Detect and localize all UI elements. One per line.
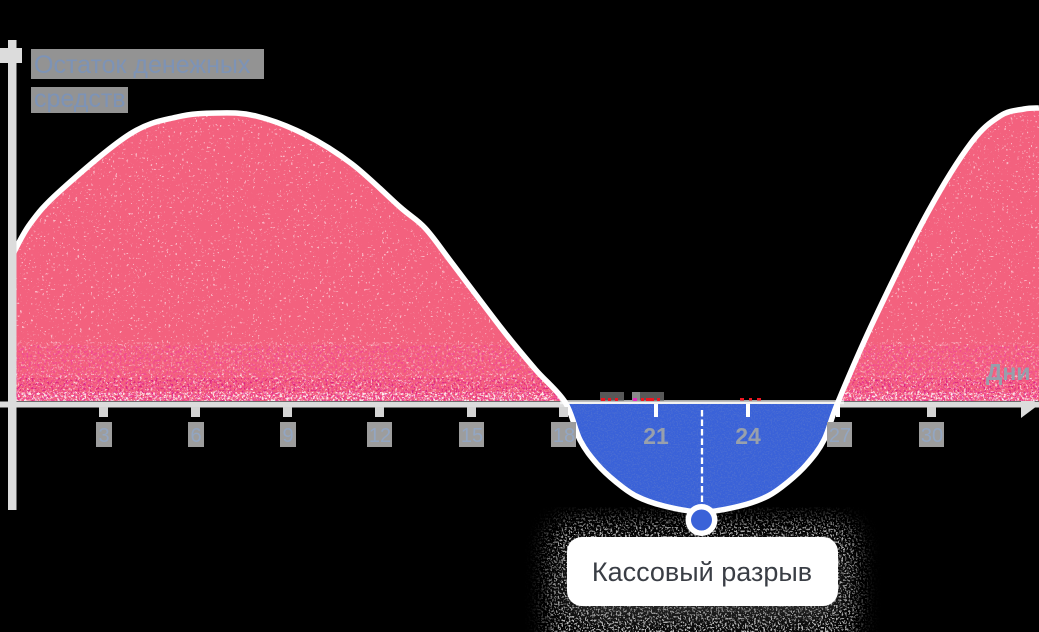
- svg-text:средств: средств: [34, 85, 126, 113]
- svg-text:Дни: Дни: [986, 359, 1030, 385]
- svg-text:Остаток денежных: Остаток денежных: [34, 51, 251, 79]
- svg-text:18: 18: [553, 425, 575, 447]
- svg-text:27: 27: [829, 425, 851, 447]
- svg-text:21: 21: [643, 423, 669, 449]
- svg-text:6: 6: [190, 425, 201, 447]
- svg-text:9: 9: [282, 425, 293, 447]
- svg-text:30: 30: [921, 425, 943, 447]
- svg-text:Кассовый разрыв: Кассовый разрыв: [592, 557, 812, 587]
- svg-text:15: 15: [461, 425, 483, 447]
- svg-text:3: 3: [98, 425, 109, 447]
- svg-text:24: 24: [735, 423, 761, 449]
- svg-text:12: 12: [369, 425, 391, 447]
